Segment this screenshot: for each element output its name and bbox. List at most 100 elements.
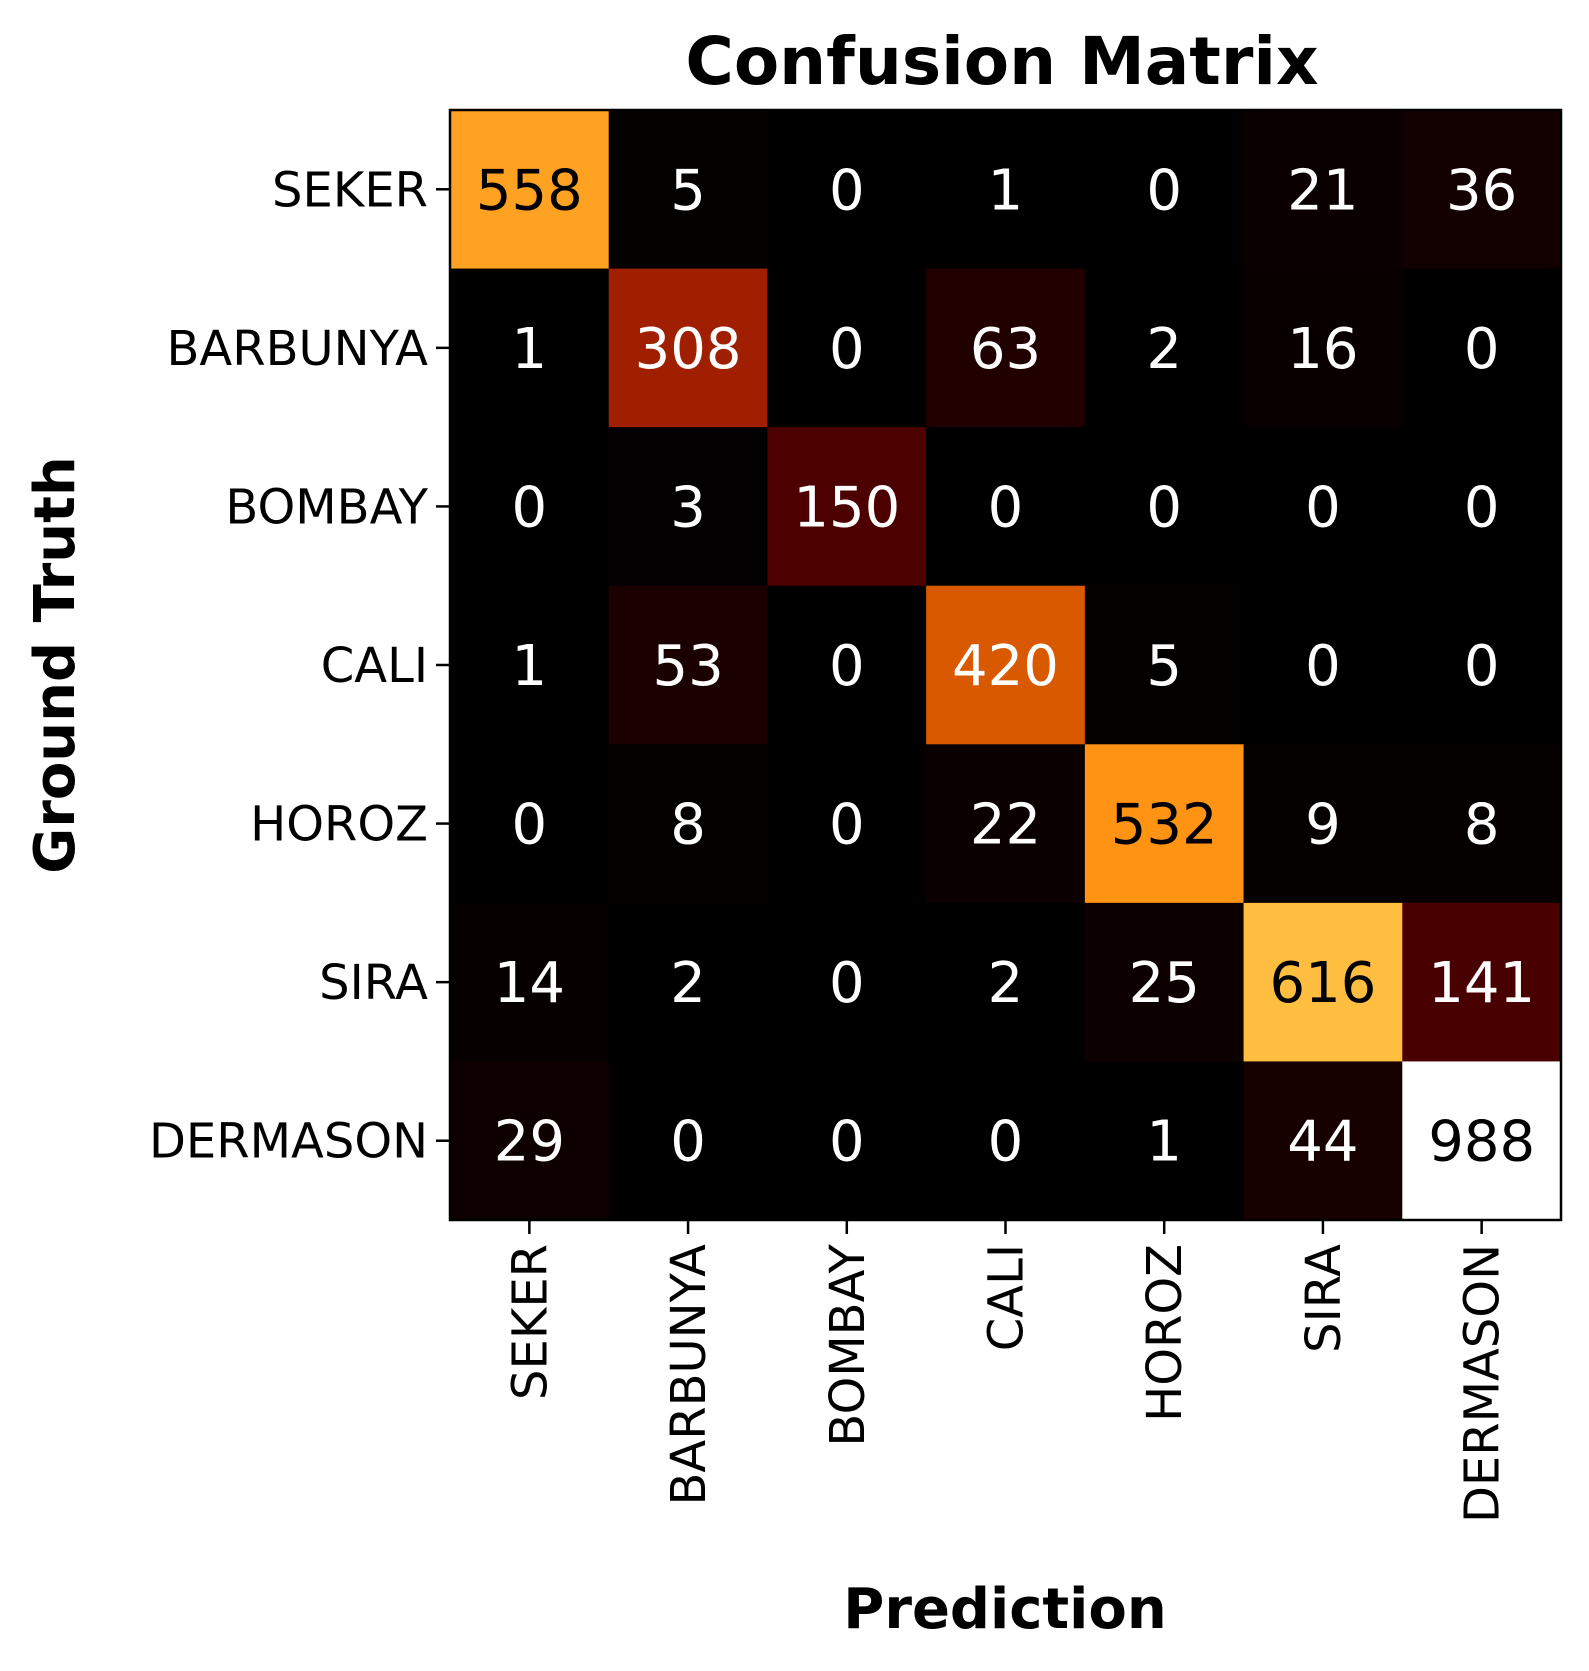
cell-value-label: 616 — [1269, 951, 1376, 1016]
cell-value-label: 2 — [670, 951, 706, 1016]
cell-value-label: 5 — [670, 158, 706, 223]
cell-value-label: 29 — [494, 1110, 565, 1175]
cell-value-label: 44 — [1287, 1110, 1358, 1175]
heatmap-cell-dermason-barbunya — [608, 1061, 769, 1221]
y-tick-label-barbunya: BARBUNYA — [166, 321, 428, 377]
x-tick-label-sira: SIRA — [1296, 1244, 1352, 1353]
heatmap-cell-sira-horoz — [1084, 902, 1245, 1063]
cell-value-label: 0 — [1464, 317, 1500, 382]
cell-value-label: 0 — [1305, 634, 1341, 699]
cell-value-label: 22 — [970, 793, 1041, 858]
cell-value-label: 0 — [829, 793, 865, 858]
heatmap-cell-sira-seker — [450, 902, 610, 1063]
heatmap-cell-bombay-bombay — [767, 427, 927, 587]
cell-value-label: 420 — [952, 634, 1059, 699]
heatmap-cell-cali-cali — [926, 585, 1086, 745]
y-tick-label-dermason: DERMASON — [149, 1114, 428, 1170]
cell-value-label: 308 — [635, 317, 742, 382]
cell-value-label: 8 — [1464, 793, 1500, 858]
heatmap-cell-cali-barbunya — [608, 585, 769, 745]
heatmap-cell-seker-barbunya — [608, 110, 769, 270]
heatmap-cell-barbunya-sira — [1243, 268, 1403, 428]
heatmap-cell-bombay-seker — [450, 427, 610, 587]
cell-value-label: 0 — [829, 1110, 865, 1175]
heatmap-cell-seker-bombay — [767, 110, 927, 270]
heatmap-cell-seker-cali — [926, 110, 1086, 270]
heatmap-cell-sira-dermason — [1402, 902, 1562, 1063]
heatmap-cell-dermason-bombay — [767, 1061, 927, 1221]
cell-value-label: 1 — [512, 317, 548, 382]
cell-value-label: 0 — [988, 475, 1024, 540]
heatmap-cell-horoz-seker — [450, 744, 610, 904]
cell-value-label: 14 — [494, 951, 565, 1016]
cell-value-label: 0 — [1464, 634, 1500, 699]
heatmap-cell-sira-sira — [1243, 902, 1403, 1063]
heatmap-cell-barbunya-dermason — [1402, 268, 1562, 428]
cell-value-label: 0 — [1305, 475, 1341, 540]
heatmap-cell-sira-bombay — [767, 902, 927, 1063]
heatmap-cell-barbunya-seker — [450, 268, 610, 428]
cell-value-label: 0 — [829, 634, 865, 699]
cell-value-label: 36 — [1446, 158, 1517, 223]
cell-value-label: 0 — [512, 793, 548, 858]
cell-value-label: 1 — [512, 634, 548, 699]
heatmap-cell-dermason-seker — [450, 1061, 610, 1221]
heatmap-cell-barbunya-bombay — [767, 268, 927, 428]
chart-title: Confusion Matrix — [685, 23, 1318, 100]
y-tick-label-horoz: HOROZ — [250, 797, 428, 853]
heatmap-cell-barbunya-horoz — [1084, 268, 1245, 428]
cell-value-label: 21 — [1287, 158, 1358, 223]
heatmap-cell-horoz-barbunya — [608, 744, 769, 904]
y-axis-ticks: SEKER BARBUNYA BOMBAY CALI HOROZ SIRA DERMASON — [149, 162, 450, 1170]
x-tick-label-seker: SEKER — [502, 1244, 558, 1400]
cell-value-label: 8 — [670, 793, 706, 858]
y-tick-label-sira: SIRA — [319, 955, 428, 1011]
heatmap-cell-bombay-sira — [1243, 427, 1403, 587]
heatmap-cell-seker-dermason — [1402, 110, 1562, 270]
heatmap-cell-horoz-sira — [1243, 744, 1403, 904]
heatmap-cell-dermason-sira — [1243, 1061, 1403, 1221]
cell-value-label: 988 — [1428, 1110, 1535, 1175]
heatmap-cell-seker-seker — [450, 110, 610, 270]
x-tick-label-bombay: BOMBAY — [820, 1243, 876, 1446]
x-axis-label: Prediction — [843, 1577, 1166, 1642]
heatmap-cell-horoz-horoz — [1084, 744, 1245, 904]
cell-value-label: 0 — [1146, 475, 1182, 540]
heatmap-cell-cali-dermason — [1402, 585, 1562, 745]
y-axis-label: Ground Truth — [23, 456, 88, 874]
cell-value-label: 0 — [988, 1110, 1024, 1175]
cell-value-label: 1 — [1146, 1110, 1182, 1175]
heatmap-cell-bombay-horoz — [1084, 427, 1245, 587]
x-tick-label-horoz: HOROZ — [1137, 1244, 1193, 1422]
heatmap-cell-cali-bombay — [767, 585, 927, 745]
cell-value-label: 53 — [652, 634, 723, 699]
cell-value-label: 0 — [670, 1110, 706, 1175]
heatmap-cells — [450, 110, 1562, 1221]
cell-value-label: 25 — [1129, 951, 1200, 1016]
y-tick-label-bombay: BOMBAY — [225, 479, 428, 535]
cell-value-label: 2 — [988, 951, 1024, 1016]
cell-value-label: 63 — [970, 317, 1041, 382]
heatmap-cell-dermason-dermason — [1402, 1061, 1562, 1221]
x-tick-label-dermason: DERMASON — [1455, 1244, 1511, 1523]
heatmap-cell-horoz-dermason — [1402, 744, 1562, 904]
cell-value-label: 1 — [988, 158, 1024, 223]
heatmap-cell-sira-barbunya — [608, 902, 769, 1063]
heatmap-cell-barbunya-cali — [926, 268, 1086, 428]
heatmap-cell-cali-seker — [450, 585, 610, 745]
heatmap-cell-horoz-bombay — [767, 744, 927, 904]
cell-value-label: 2 — [1146, 317, 1182, 382]
y-tick-label-seker: SEKER — [272, 162, 428, 218]
cell-value-label: 0 — [1146, 158, 1182, 223]
cell-value-label: 0 — [829, 317, 865, 382]
x-tick-label-barbunya: BARBUNYA — [661, 1244, 717, 1506]
x-tick-label-cali: CALI — [979, 1244, 1035, 1351]
cell-value-label: 5 — [1146, 634, 1182, 699]
heatmap-cell-bombay-cali — [926, 427, 1086, 587]
heatmap-cell-labels: 558 5 0 1 0 21 361 308 0 63 2 16 00 3 150 0 0 0 01 53 0 420 5 0… — [476, 158, 1535, 1174]
heatmap-cell-sira-cali — [926, 902, 1086, 1063]
x-axis-ticks: SEKER BARBUNYA BOMBAY CALI HOROZ SIRA DERMASON — [502, 1220, 1511, 1523]
heatmap-cell-bombay-dermason — [1402, 427, 1562, 587]
cell-value-label: 532 — [1111, 793, 1218, 858]
